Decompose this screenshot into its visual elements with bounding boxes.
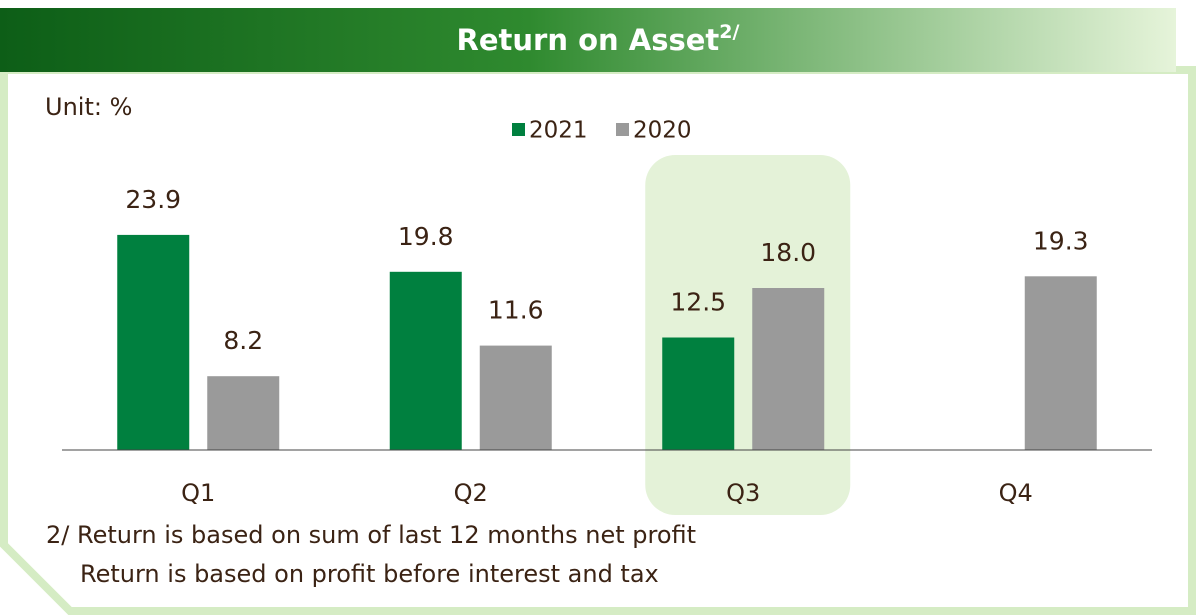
bar: [207, 376, 280, 450]
title-superscript: 2/: [719, 21, 739, 43]
bar: [117, 234, 190, 450]
data-label: 18.0: [760, 238, 816, 267]
title-text: Return on Asset: [457, 23, 720, 57]
legend-swatch: [616, 123, 629, 136]
data-label: 11.6: [488, 296, 544, 325]
x-tick-label: Q1: [181, 479, 215, 507]
unit-label: Unit: %: [45, 93, 132, 121]
title-bar: [0, 8, 1176, 72]
footnote: Return is based on profit before interes…: [80, 560, 659, 588]
bar: [389, 271, 462, 450]
bar: [662, 337, 735, 450]
data-label: 8.2: [223, 326, 263, 355]
bar: [752, 288, 825, 450]
legend-label: 2020: [633, 118, 692, 144]
x-tick-label: Q4: [999, 479, 1033, 507]
bar: [479, 345, 552, 450]
bar: [1024, 276, 1097, 450]
data-label: 19.8: [398, 222, 454, 251]
legend-swatch: [512, 123, 525, 136]
x-tick-label: Q2: [454, 479, 488, 507]
footnote: 2/ Return is based on sum of last 12 mon…: [46, 521, 696, 549]
x-tick-label: Q3: [726, 479, 760, 507]
data-label: 19.3: [1033, 226, 1089, 255]
data-label: 23.9: [125, 185, 181, 214]
data-label: 12.5: [670, 288, 726, 317]
chart-title: Return on Asset2/: [457, 21, 740, 58]
legend-label: 2021: [529, 118, 588, 144]
